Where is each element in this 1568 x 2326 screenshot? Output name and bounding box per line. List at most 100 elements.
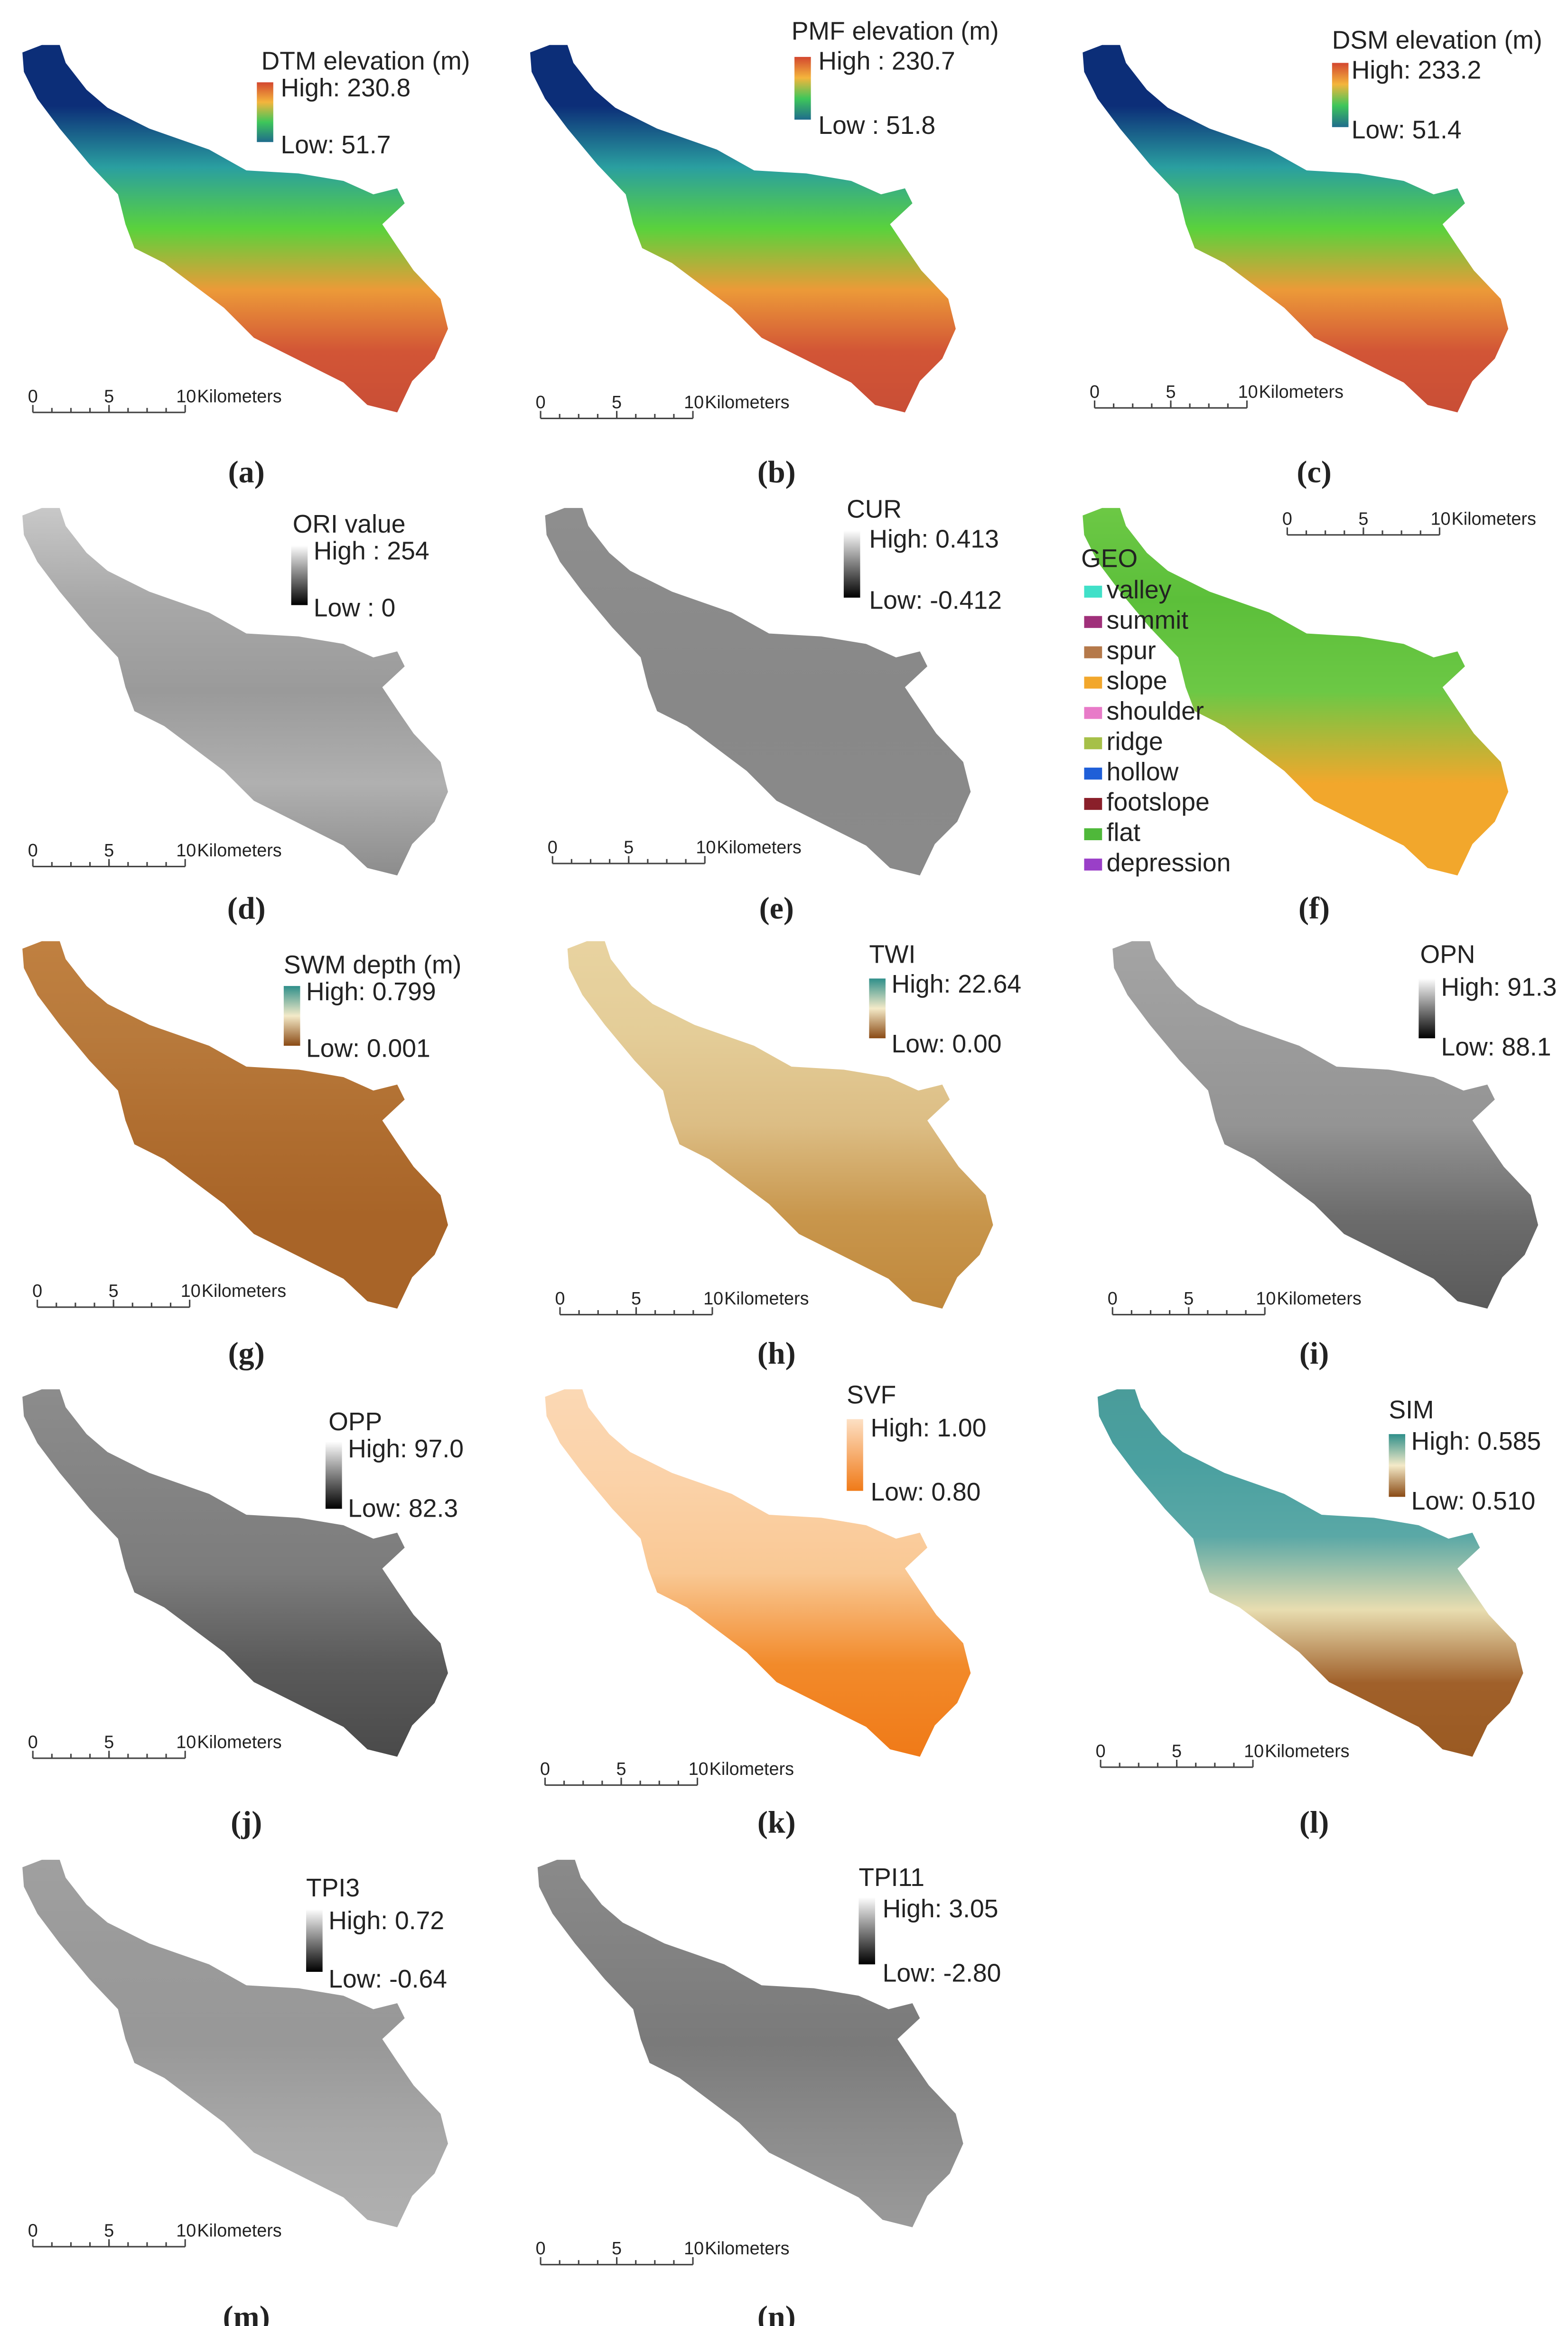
legend-low: Low : 0 [314, 594, 395, 622]
legend-title: SIM [1389, 1396, 1434, 1424]
panel-label: (e) [759, 891, 794, 926]
colorbar [794, 56, 811, 120]
colorbar [869, 978, 886, 1039]
legend-swatch [1084, 858, 1102, 871]
scale-unit: Kilometers [705, 393, 789, 413]
scale-unit: Kilometers [197, 2221, 281, 2241]
watershed-map [22, 45, 448, 413]
scale-label: 10 [1431, 509, 1451, 529]
legend-title: GEO [1081, 544, 1138, 572]
colorbar [859, 1897, 875, 1965]
legend-high: High: 3.05 [883, 1895, 999, 1923]
watershed-map [1083, 45, 1509, 413]
scale-unit: Kilometers [724, 1289, 809, 1309]
legend-class: depression [1107, 849, 1231, 877]
colorbar [1389, 1434, 1406, 1497]
legend-title: TPI3 [306, 1874, 360, 1902]
panel-label: (c) [1297, 455, 1331, 489]
watershed-map [530, 45, 956, 413]
legend-low: Low: -0.412 [869, 587, 1002, 615]
scale-unit: Kilometers [705, 2239, 789, 2259]
legend-title: OPP [328, 1408, 382, 1436]
panel-label: (k) [757, 1805, 796, 1840]
legend-low: Low: -2.80 [883, 1959, 1001, 1987]
legend-low: Low: 51.7 [281, 131, 391, 159]
legend-high: High: 0.72 [328, 1907, 444, 1935]
panel-label: (f) [1298, 891, 1330, 926]
scale-unit: Kilometers [709, 1759, 794, 1779]
legend-title: CUR [847, 496, 902, 524]
legend-low: Low: 51.4 [1352, 116, 1462, 144]
scale-label: 5 [616, 1759, 626, 1779]
legend-low: Low: 88.1 [1441, 1033, 1551, 1061]
scale-label: 0 [1282, 509, 1292, 529]
scale-label: 10 [181, 1281, 201, 1301]
legend-swatch [1084, 737, 1102, 750]
panel-label: (l) [1299, 1805, 1329, 1840]
colorbar [847, 1419, 863, 1491]
colorbar [1419, 978, 1435, 1039]
scale-label: 5 [1166, 382, 1176, 402]
watershed-map [1112, 941, 1539, 1309]
legend-title: OPN [1420, 940, 1475, 968]
legend-swatch [1084, 676, 1102, 689]
scale-label: 5 [612, 393, 622, 413]
colorbar [257, 82, 273, 142]
legend-high: High: 230.8 [281, 74, 411, 102]
watershed-map [22, 1859, 448, 2227]
scale-label: 5 [1172, 1741, 1182, 1761]
scale-label: 0 [548, 838, 558, 858]
colorbar [843, 530, 860, 598]
scale-unit: Kilometers [197, 841, 281, 861]
legend-high: High : 230.7 [818, 47, 955, 75]
scale-label: 10 [1244, 1741, 1264, 1761]
panel-label: (g) [228, 1336, 265, 1371]
legend-title: ORI value [293, 510, 406, 538]
legend-low: Low: 0.00 [892, 1030, 1002, 1058]
scale-label: 0 [28, 386, 38, 406]
legend-title: DTM elevation (m) [261, 47, 470, 75]
colorbar [306, 1909, 323, 1972]
scale-label: 5 [104, 386, 114, 406]
legend-class: shoulder [1107, 697, 1204, 725]
scale-label: 10 [176, 841, 196, 861]
scale-unit: Kilometers [1452, 509, 1536, 529]
scale-label: 10 [684, 2239, 704, 2259]
legend-high: High: 97.0 [348, 1435, 464, 1463]
scale-label: 0 [28, 1732, 38, 1752]
legend-swatch [1084, 768, 1102, 780]
scale-label: 5 [631, 1289, 641, 1309]
scale-label: 0 [1108, 1289, 1118, 1309]
colorbar [1332, 63, 1349, 127]
scale-label: 0 [1090, 382, 1100, 402]
legend-class: ridge [1107, 728, 1163, 756]
legend-low: Low: 0.80 [871, 1478, 981, 1506]
panel-label: (n) [757, 2299, 796, 2326]
scale-label: 0 [28, 2221, 38, 2241]
legend-high: High: 0.585 [1411, 1427, 1541, 1455]
legend-swatch [1084, 585, 1102, 598]
watershed-map [22, 1389, 448, 1757]
watershed-map [537, 1859, 963, 2227]
legend-high: High: 91.3 [1441, 974, 1557, 1002]
colorbar [283, 986, 300, 1046]
legend-class: footslope [1107, 788, 1210, 816]
watershed-map [1083, 508, 1509, 876]
legend-low: Low: -0.64 [328, 1965, 447, 1993]
scale-label: 5 [1358, 509, 1368, 529]
legend-class: valley [1107, 576, 1172, 604]
legend-high: High: 0.799 [306, 978, 436, 1006]
legend-title: TWI [869, 940, 915, 968]
scale-label: 0 [28, 841, 38, 861]
scale-label: 5 [624, 838, 634, 858]
legend-class: spur [1107, 637, 1156, 665]
scale-label: 10 [696, 838, 716, 858]
watershed-map [22, 508, 448, 876]
scale-unit: Kilometers [202, 1281, 286, 1301]
scale-label: 5 [104, 1732, 114, 1752]
legend-class: slope [1107, 667, 1167, 695]
legend-high: High: 233.2 [1352, 56, 1482, 84]
panel-label: (d) [227, 891, 266, 926]
scale-label: 5 [612, 2239, 622, 2259]
watershed-map [545, 1389, 971, 1757]
